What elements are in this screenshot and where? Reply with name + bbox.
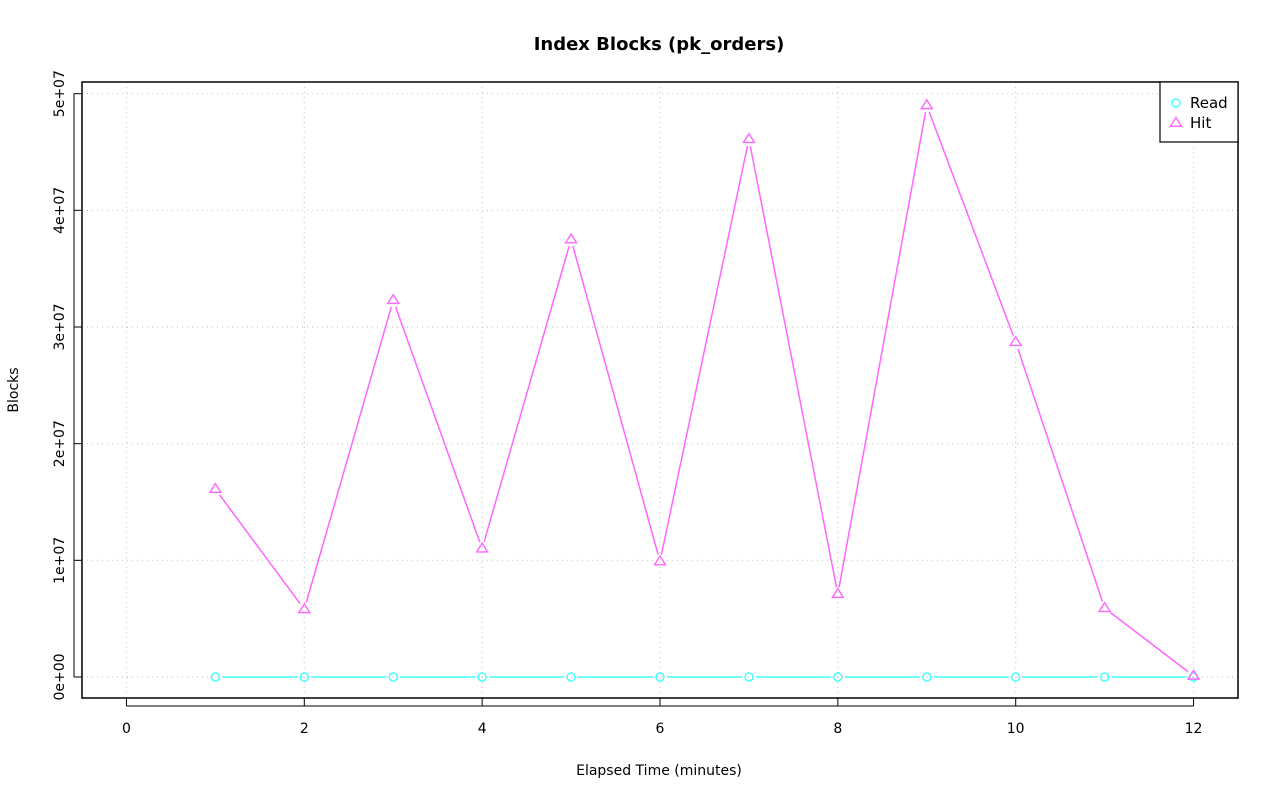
x-tick-label: 4 — [478, 721, 487, 737]
series-hit-point — [742, 132, 756, 144]
x-tick-label: 2 — [300, 721, 309, 737]
legend-label-hit: Hit — [1190, 114, 1211, 132]
y-tick-label: 2e+07 — [52, 420, 68, 467]
grid — [82, 82, 1238, 698]
legend: Read Hit — [1159, 81, 1239, 143]
series-read-point — [1099, 672, 1110, 682]
chart-title: Index Blocks (pk_orders) — [534, 34, 785, 55]
plot-frame — [81, 81, 1239, 699]
series-hit-point — [1097, 601, 1112, 613]
series-hit-point — [1186, 669, 1201, 680]
series-read-point — [744, 672, 754, 682]
series-read-point — [477, 672, 487, 682]
series-hit-segment — [483, 246, 570, 543]
y-tick-label: 1e+07 — [52, 537, 68, 584]
series-hit-segment — [1017, 348, 1104, 602]
series-hit-segment — [838, 112, 927, 588]
series-read-point — [388, 672, 398, 682]
series-read-point — [922, 672, 932, 682]
legend-label-read: Read — [1190, 94, 1228, 112]
x-axis-label: Elapsed Time (minutes) — [576, 763, 742, 779]
series-hit-point — [653, 554, 667, 566]
y-axis: 0e+00 1e+07 2e+07 3e+07 4e+07 5e+07 — [52, 70, 82, 701]
series-hit-point — [386, 293, 400, 305]
series-read-point — [210, 672, 221, 682]
series-read-point — [1010, 672, 1021, 682]
series-hit-segment — [660, 145, 749, 555]
y-tick-label: 0e+00 — [52, 653, 68, 700]
series-hit-point — [208, 482, 223, 494]
x-tick-label: 8 — [833, 721, 842, 737]
x-tick-label: 0 — [122, 721, 131, 737]
x-tick-label: 10 — [1007, 721, 1025, 737]
legend-marker-read — [1171, 98, 1181, 108]
series-hit-segment — [218, 494, 301, 605]
series-hit-point — [1008, 335, 1023, 347]
series-hit-point — [564, 232, 578, 244]
series-hit-point — [475, 541, 489, 553]
series-hit-segment — [1109, 611, 1189, 673]
series-hit-segment — [572, 246, 659, 555]
y-tick-label: 5e+07 — [52, 70, 68, 117]
series-hit-segment — [305, 306, 393, 603]
series-hit-segment — [928, 111, 1014, 336]
series-hit-point — [831, 587, 845, 599]
x-tick-label: 12 — [1185, 721, 1203, 737]
series-read-point — [566, 672, 576, 682]
series-hit-point — [297, 602, 312, 614]
series-read-point — [299, 672, 310, 682]
y-tick-label: 3e+07 — [52, 303, 68, 350]
legend-marker-hit — [1169, 116, 1183, 128]
series-read-point — [833, 672, 843, 682]
series-read — [210, 672, 1199, 682]
series-layer — [208, 98, 1201, 682]
y-axis-label: Blocks — [6, 367, 22, 412]
x-axis: 0 2 4 6 8 10 12 — [122, 698, 1202, 737]
series-read-point — [655, 672, 665, 682]
legend-box — [1159, 81, 1239, 143]
series-hit-point — [920, 98, 934, 110]
series-hit-segment — [394, 306, 481, 543]
series-hit-segment — [749, 145, 838, 588]
x-tick-label: 6 — [656, 721, 665, 737]
series-hit — [208, 98, 1201, 680]
y-tick-label: 4e+07 — [52, 187, 68, 234]
